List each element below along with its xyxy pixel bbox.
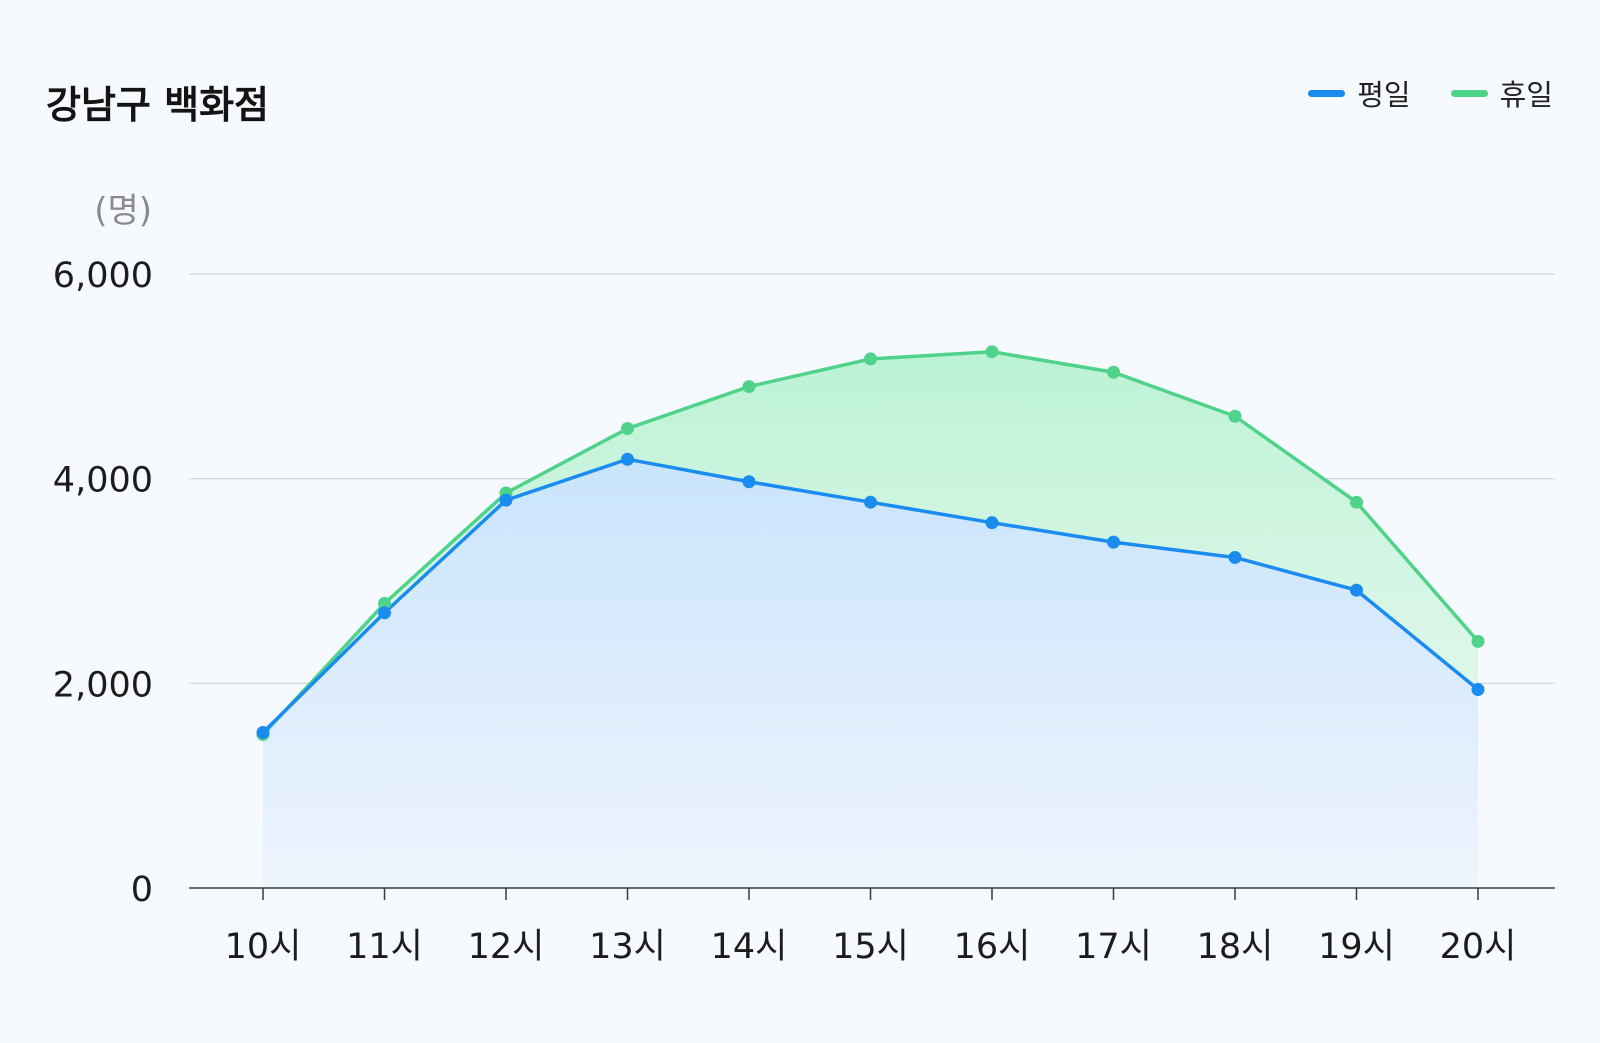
data-point: [1107, 365, 1120, 379]
legend-item-holiday[interactable]: 휴일: [1450, 72, 1553, 114]
x-tick-label: 19시: [1318, 927, 1395, 967]
x-tick-label: 15시: [832, 927, 909, 967]
x-tick-label: 13시: [589, 927, 666, 967]
data-point: [1228, 550, 1242, 564]
y-tick-label: 0: [131, 870, 153, 910]
y-tick-label: 6,000: [53, 256, 153, 296]
data-point: [1350, 495, 1363, 509]
legend-label-weekday: 평일: [1357, 78, 1411, 112]
x-tick-label: 20시: [1440, 927, 1517, 967]
y-tick-label: 2,000: [53, 665, 153, 705]
series-area: [263, 459, 1478, 888]
x-tick-label: 17시: [1075, 927, 1152, 967]
chart-legend: 평일 휴일: [1268, 72, 1553, 114]
data-point: [1471, 682, 1485, 696]
data-point: [621, 422, 634, 436]
legend-item-weekday[interactable]: 평일: [1308, 72, 1411, 114]
data-point: [1107, 535, 1120, 549]
data-point: [378, 597, 391, 611]
x-tick-label: 18시: [1197, 927, 1274, 967]
x-tick-label: 11시: [346, 927, 423, 967]
data-point: [985, 345, 999, 359]
x-tick-label: 10시: [225, 927, 302, 967]
data-point: [621, 452, 634, 466]
data-point: [378, 606, 391, 620]
legend-swatch-holiday: [1450, 89, 1488, 97]
data-point: [1228, 409, 1242, 423]
legend-label-holiday: 휴일: [1499, 78, 1553, 112]
data-point: [864, 495, 877, 509]
chart-title: 강남구 백화점: [46, 83, 269, 127]
data-point: [256, 725, 270, 739]
data-point: [742, 380, 756, 394]
data-point: [864, 352, 877, 366]
x-tick-label: 14시: [711, 927, 788, 967]
data-point: [499, 493, 513, 507]
y-tick-label: 4,000: [53, 461, 153, 501]
x-tick-label: 16시: [954, 927, 1031, 967]
data-point: [1350, 583, 1363, 597]
x-tick-label: 12시: [468, 927, 545, 967]
legend-swatch-weekday: [1308, 89, 1346, 97]
data-point: [985, 516, 999, 530]
data-point: [1471, 634, 1485, 648]
data-point: [742, 475, 756, 489]
y-axis-unit: (명): [94, 191, 152, 231]
